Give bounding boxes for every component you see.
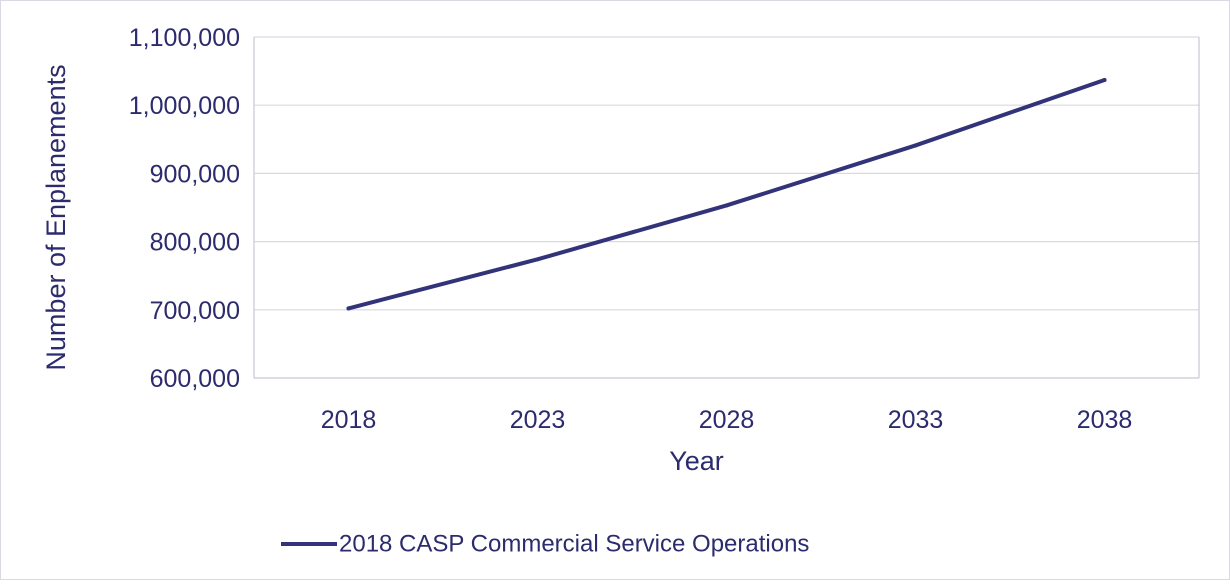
x-tick-label: 2038 <box>1077 406 1133 434</box>
data-point <box>346 306 351 311</box>
legend: 2018 CASP Commercial Service Operations <box>281 530 809 557</box>
y-tick-label: 1,100,000 <box>129 24 240 52</box>
x-tick-label: 2028 <box>699 406 755 434</box>
legend-label: 2018 CASP Commercial Service Operations <box>339 530 809 557</box>
x-axis-label: Year <box>669 446 724 476</box>
data-point <box>1102 77 1107 82</box>
y-tick-label: 1,000,000 <box>129 92 240 120</box>
y-tick-label: 700,000 <box>150 297 240 325</box>
y-tick-labels: 600,000 700,000 800,000 900,000 1,000,000 1,1… <box>129 24 240 393</box>
data-point <box>535 257 540 262</box>
y-axis-label: Number of Enplanements <box>41 64 71 370</box>
series-lines <box>346 77 1107 311</box>
data-point <box>913 143 918 148</box>
x-tick-labels: 2018 2023 2028 2033 2038 <box>321 406 1133 434</box>
y-tick-label: 800,000 <box>150 229 240 257</box>
y-tick-label: 900,000 <box>150 160 240 188</box>
data-point <box>724 203 729 208</box>
x-tick-label: 2023 <box>510 406 566 434</box>
x-tick-label: 2033 <box>888 406 944 434</box>
gridlines <box>253 36 1200 379</box>
x-tick-label: 2018 <box>321 406 377 434</box>
y-tick-label: 600,000 <box>150 365 240 393</box>
series-line <box>346 77 1107 311</box>
